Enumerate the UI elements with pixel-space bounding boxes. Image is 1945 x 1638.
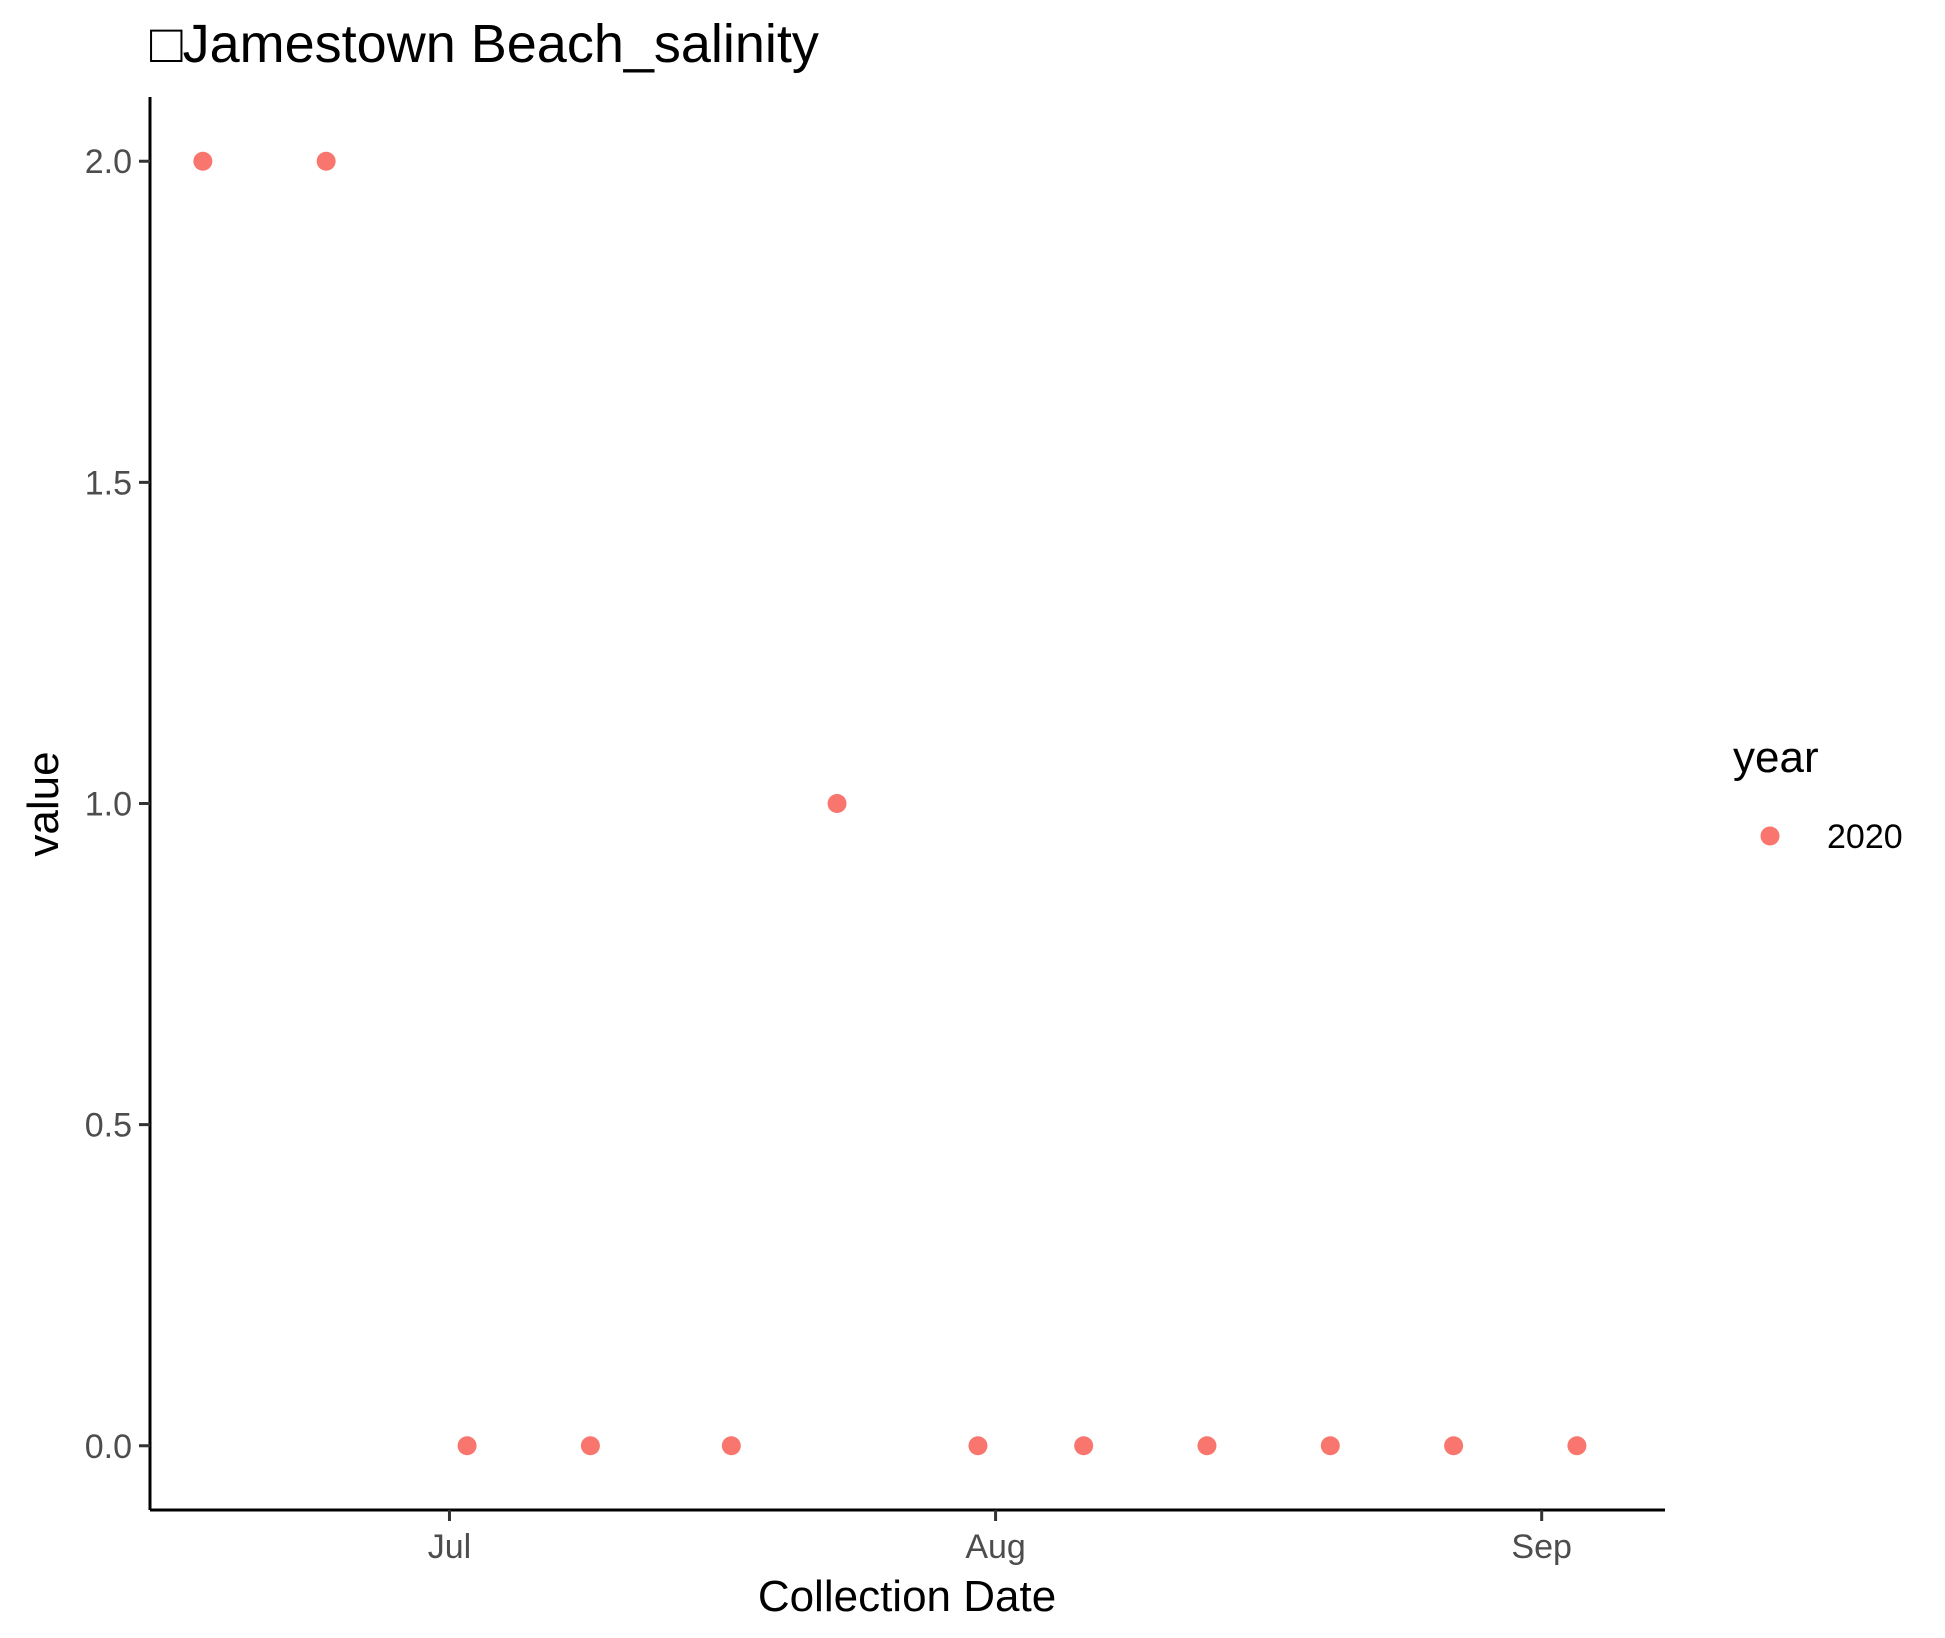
data-point [1567, 1436, 1587, 1456]
data-point [1320, 1436, 1340, 1456]
legend-label: 2020 [1827, 818, 1903, 856]
data-point [316, 151, 336, 171]
y-tick-label: 0.5 [85, 1107, 132, 1145]
y-tick-label: 1.5 [85, 464, 132, 502]
legend: year 2020 [1733, 733, 1903, 856]
y-tick-label: 0.0 [85, 1428, 132, 1466]
chart-title: □Jamestown Beach_salinity [150, 14, 819, 74]
data-point [968, 1436, 988, 1456]
x-axis-title: Collection Date [758, 1572, 1056, 1621]
legend-key [1760, 826, 1780, 846]
data-point [580, 1436, 600, 1456]
legend-title: year [1733, 733, 1819, 782]
data-points [193, 151, 1587, 1456]
data-point [721, 1436, 741, 1456]
legend-entries: 2020 [1760, 818, 1903, 856]
data-point [1197, 1436, 1217, 1456]
data-point [457, 1436, 477, 1456]
x-tick-label: Jul [428, 1528, 471, 1566]
x-tick-label: Aug [965, 1528, 1026, 1566]
data-point [827, 794, 847, 813]
x-axis: Jul Aug Sep [150, 1508, 1665, 1566]
data-point [1444, 1436, 1464, 1456]
y-tick-label: 2.0 [85, 143, 132, 181]
x-tick-label: Sep [1511, 1528, 1572, 1566]
data-point [193, 151, 213, 171]
y-axis-title: value [19, 751, 68, 856]
data-point [1074, 1436, 1094, 1456]
y-tick-label: 1.0 [85, 786, 132, 824]
y-axis: 0.0 0.5 1.0 1.5 2.0 [85, 97, 152, 1510]
